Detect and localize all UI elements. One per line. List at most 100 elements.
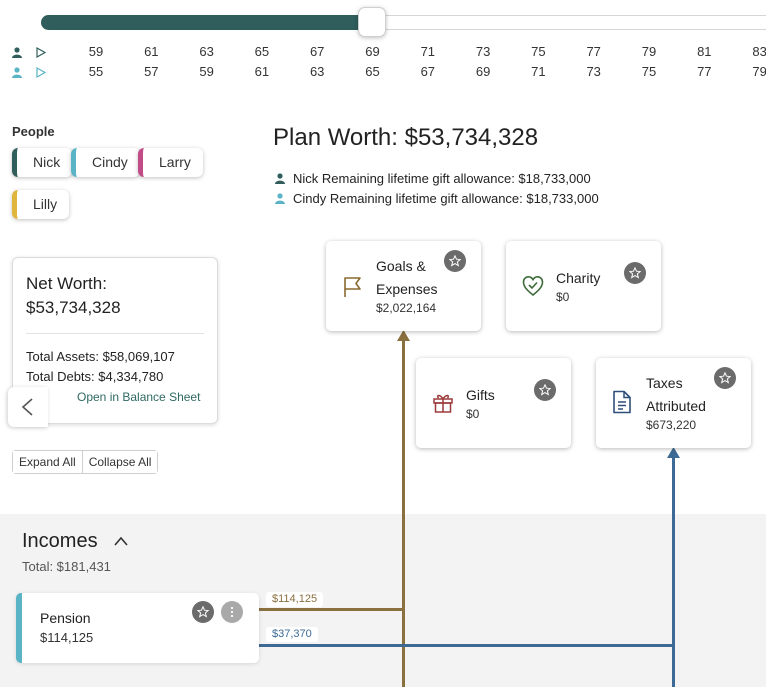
age-label: 83 — [752, 44, 766, 59]
age-label: 61 — [144, 44, 159, 59]
gift-icon — [433, 394, 453, 413]
flag-icon — [344, 277, 361, 297]
age-label: 77 — [586, 44, 601, 59]
timeline-progress-fill — [41, 15, 380, 30]
net-worth-card: Net Worth: $53,734,328 Total Assets: $58… — [12, 257, 218, 424]
flow-line-goals — [402, 338, 405, 687]
star-icon — [539, 384, 551, 396]
age-label: 73 — [586, 64, 601, 79]
age-label: 73 — [475, 44, 491, 59]
card-label: Gifts — [466, 387, 495, 403]
age-label: 57 — [144, 64, 159, 79]
timeline-slider-handle[interactable] — [357, 7, 386, 37]
play-icon[interactable] — [36, 47, 46, 58]
people-title: People — [12, 124, 55, 139]
person-chip-cindy[interactable]: Cindy — [71, 148, 140, 177]
chevron-up-icon[interactable] — [113, 535, 129, 547]
net-worth-title: Net Worth: — [26, 274, 107, 293]
age-label: 65 — [365, 64, 380, 79]
collapse-panel-button[interactable] — [8, 387, 48, 427]
chip-label: Lilly — [33, 196, 58, 212]
favorite-button[interactable] — [192, 601, 214, 623]
incomes-total: Total: $181,431 — [22, 559, 111, 574]
age-label: 71 — [531, 64, 546, 79]
person-chip-lilly[interactable]: Lilly — [12, 190, 70, 219]
flow-connector-pension-goals — [259, 608, 405, 611]
taxes-attributed-card[interactable]: Taxes Attributed $673,220 — [596, 358, 751, 448]
flow-amount-tag: $37,370 — [266, 627, 318, 642]
charity-card[interactable]: Charity $0 — [506, 241, 661, 331]
arrow-up-icon — [397, 330, 410, 341]
age-label: 77 — [697, 64, 712, 79]
star-icon — [449, 255, 461, 267]
age-row-nick: 59 61 63 65 67 69 71 73 75 77 79 81 83 — [0, 44, 766, 62]
open-balance-sheet-link[interactable]: Open in Balance Sheet — [77, 390, 201, 404]
card-value: $2,022,164 — [376, 301, 437, 315]
card-label-line2: Attributed — [646, 398, 706, 414]
age-label: 69 — [475, 64, 491, 79]
arrow-up-icon — [667, 447, 680, 458]
chip-label: Larry — [159, 154, 191, 170]
card-label-line2: Expenses — [376, 281, 438, 297]
person-icon — [275, 193, 285, 204]
age-label: 63 — [199, 44, 214, 59]
flow-line-taxes — [672, 514, 675, 687]
card-value: $0 — [466, 407, 480, 421]
star-icon — [197, 606, 209, 618]
age-row-cindy: 55 57 59 61 63 65 67 69 71 73 75 77 79 — [0, 64, 766, 82]
person-icon — [275, 173, 285, 184]
more-vertical-icon — [230, 606, 234, 618]
favorite-button[interactable] — [714, 367, 736, 389]
age-label: 79 — [752, 64, 766, 79]
person-icon — [12, 67, 22, 78]
star-icon — [629, 267, 641, 279]
incomes-title: Incomes — [22, 530, 98, 552]
favorite-button[interactable] — [624, 262, 646, 284]
age-label: 81 — [697, 44, 712, 59]
age-label: 61 — [254, 64, 270, 79]
chevron-left-icon — [21, 398, 33, 416]
income-label: Pension — [40, 610, 91, 626]
play-icon[interactable] — [36, 67, 46, 78]
age-label: 59 — [88, 44, 104, 59]
expand-all-button[interactable]: Expand All — [13, 451, 82, 473]
allowance-text: Nick Remaining lifetime gift allowance: … — [293, 171, 591, 186]
divider — [26, 333, 204, 334]
age-label: 69 — [365, 44, 380, 59]
card-value: $673,220 — [646, 418, 697, 432]
person-chip-nick[interactable]: Nick — [12, 148, 73, 177]
age-label: 75 — [641, 64, 657, 79]
allowance-text: Cindy Remaining lifetime gift allowance:… — [293, 191, 599, 206]
card-label: Charity — [556, 270, 601, 286]
chip-label: Nick — [33, 154, 61, 170]
age-label: 71 — [420, 44, 436, 59]
income-card-pension[interactable]: Pension $114,125 — [16, 593, 259, 663]
flow-amount-tag: $114,125 — [266, 592, 324, 607]
age-label: 55 — [88, 64, 104, 79]
document-icon — [613, 390, 631, 414]
age-label: 65 — [254, 44, 270, 59]
age-label: 67 — [309, 44, 325, 59]
favorite-button[interactable] — [444, 250, 466, 272]
person-chip-larry[interactable]: Larry — [138, 148, 203, 177]
collapse-all-button[interactable]: Collapse All — [81, 451, 158, 473]
age-label: 79 — [641, 44, 657, 59]
favorite-button[interactable] — [534, 379, 556, 401]
heart-check-icon — [522, 275, 544, 297]
total-assets: Total Assets: $58,069,107 — [26, 349, 175, 364]
card-label-line1: Taxes — [646, 375, 683, 391]
total-debts: Total Debts: $4,334,780 — [26, 369, 164, 384]
star-icon — [719, 372, 731, 384]
age-label: 63 — [309, 64, 325, 79]
card-label-line1: Goals & — [376, 258, 426, 274]
more-options-button[interactable] — [221, 601, 243, 623]
chip-label: Cindy — [92, 154, 128, 170]
gifts-card[interactable]: Gifts $0 — [416, 358, 571, 448]
flow-connector-pension-taxes — [259, 644, 675, 647]
card-value: $0 — [556, 290, 570, 304]
plan-worth-title: Plan Worth: $53,734,328 — [273, 124, 539, 151]
age-label: 75 — [531, 44, 546, 59]
expand-collapse-group: Expand All Collapse All — [12, 450, 159, 474]
age-label: 67 — [420, 64, 436, 79]
goals-expenses-card[interactable]: Goals & Expenses $2,022,164 — [326, 241, 481, 331]
